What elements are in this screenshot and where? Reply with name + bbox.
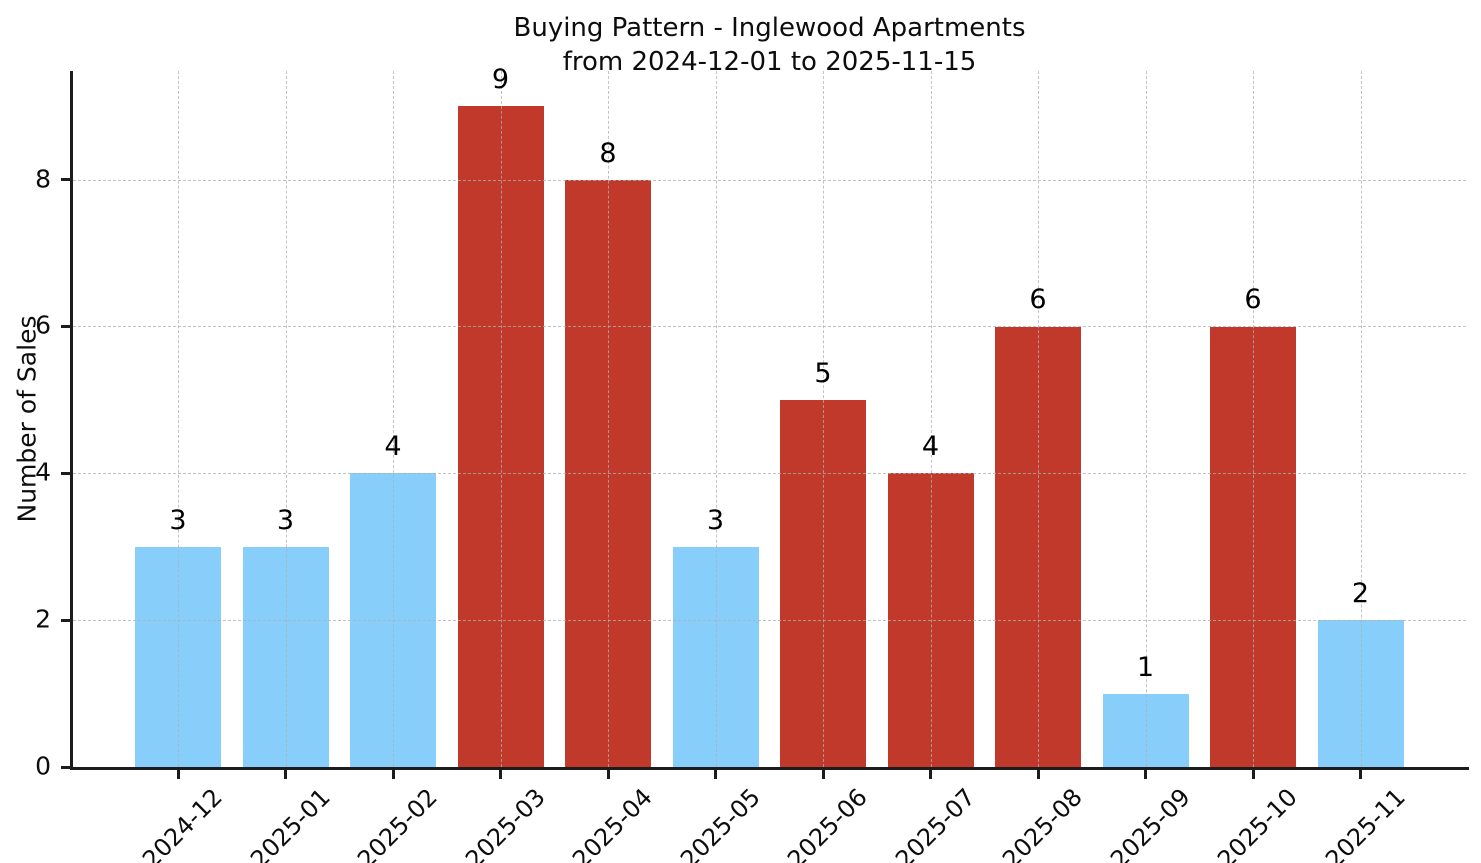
gridline-vertical bbox=[393, 71, 394, 767]
gridline-vertical bbox=[178, 71, 179, 767]
y-tick-mark bbox=[61, 178, 70, 182]
gridline-vertical bbox=[823, 71, 824, 767]
x-tick-mark bbox=[821, 770, 825, 779]
x-tick-mark bbox=[176, 770, 180, 779]
x-tick-mark bbox=[284, 770, 287, 779]
x-tick-label: 2025-06 bbox=[782, 783, 873, 863]
y-tick-mark bbox=[61, 324, 70, 328]
bar-value-label: 4 bbox=[921, 431, 940, 463]
y-tick-mark bbox=[61, 765, 70, 769]
bar-value-label: 3 bbox=[169, 504, 187, 536]
y-tick-label: 2 bbox=[35, 604, 51, 634]
x-tick-label: 2025-09 bbox=[1104, 783, 1196, 863]
gridline-vertical bbox=[1360, 71, 1362, 767]
gridline-horizontal bbox=[73, 179, 1466, 181]
x-tick-mark bbox=[1036, 770, 1040, 779]
gridline-vertical bbox=[1253, 71, 1254, 767]
y-tick-label: 8 bbox=[35, 163, 51, 193]
gridline-horizontal bbox=[73, 620, 1466, 622]
x-tick-mark bbox=[391, 770, 395, 779]
gridline-horizontal bbox=[73, 473, 1466, 475]
x-tick-label: 2025-08 bbox=[997, 783, 1088, 863]
gridline-vertical bbox=[285, 71, 287, 767]
gridline-vertical bbox=[608, 71, 609, 767]
gridline-vertical bbox=[1145, 71, 1147, 767]
plot-area: 3 2024-12 3 2025-01 4 2025-02 9 2025-03 8 2025-04… bbox=[35, 64, 1469, 863]
gridline-vertical bbox=[1038, 71, 1039, 767]
y-tick-label: 4 bbox=[35, 457, 51, 487]
bar-value-label: 9 bbox=[491, 64, 510, 96]
x-axis-spine bbox=[70, 767, 1469, 770]
x-tick-label: 2025-11 bbox=[1319, 783, 1411, 863]
chart-title-line2: from 2024-12-01 to 2025-11-15 bbox=[562, 47, 977, 78]
x-tick-label: 2024-12 bbox=[137, 783, 228, 863]
x-tick-mark bbox=[929, 770, 932, 779]
bar-value-label: 6 bbox=[1244, 284, 1262, 316]
y-tick-mark bbox=[61, 471, 70, 475]
y-axis-label: Number of Sales bbox=[12, 315, 42, 523]
gridline-vertical bbox=[930, 71, 932, 767]
x-tick-mark bbox=[606, 770, 610, 779]
x-tick-mark bbox=[1251, 770, 1255, 779]
bar-value-label: 5 bbox=[814, 357, 832, 389]
bar-value-label: 3 bbox=[276, 504, 295, 536]
x-tick-mark bbox=[1144, 770, 1147, 779]
gridline-horizontal bbox=[73, 326, 1466, 328]
bar-value-label: 6 bbox=[1029, 284, 1047, 316]
bar-value-label: 1 bbox=[1136, 651, 1155, 683]
bar-value-label: 2 bbox=[1351, 578, 1370, 610]
x-tick-label: 2025-01 bbox=[244, 783, 336, 863]
y-tick-label: 0 bbox=[35, 751, 51, 781]
gridline-vertical bbox=[500, 71, 502, 767]
y-axis-spine bbox=[70, 71, 73, 770]
gridline-vertical bbox=[715, 71, 717, 767]
y-tick-label: 6 bbox=[35, 310, 51, 340]
x-tick-label: 2025-03 bbox=[459, 783, 551, 863]
x-tick-label: 2025-05 bbox=[674, 783, 766, 863]
x-tick-label: 2025-07 bbox=[889, 783, 981, 863]
x-tick-mark bbox=[499, 770, 502, 779]
x-tick-mark bbox=[1359, 770, 1362, 779]
chart-title-line1: Buying Pattern - Inglewood Apartments bbox=[513, 13, 1026, 43]
x-tick-label: 2025-02 bbox=[352, 783, 443, 863]
chart-title: Buying Pattern - Inglewood Apartments fr… bbox=[73, 11, 1466, 80]
x-tick-mark bbox=[714, 770, 717, 779]
bar-value-label: 4 bbox=[384, 431, 402, 463]
y-tick-mark bbox=[61, 618, 70, 622]
x-tick-label: 2025-10 bbox=[1212, 783, 1303, 863]
bar-value-label: 8 bbox=[599, 137, 617, 169]
x-tick-label: 2025-04 bbox=[567, 783, 658, 863]
bar-value-label: 3 bbox=[706, 504, 725, 536]
